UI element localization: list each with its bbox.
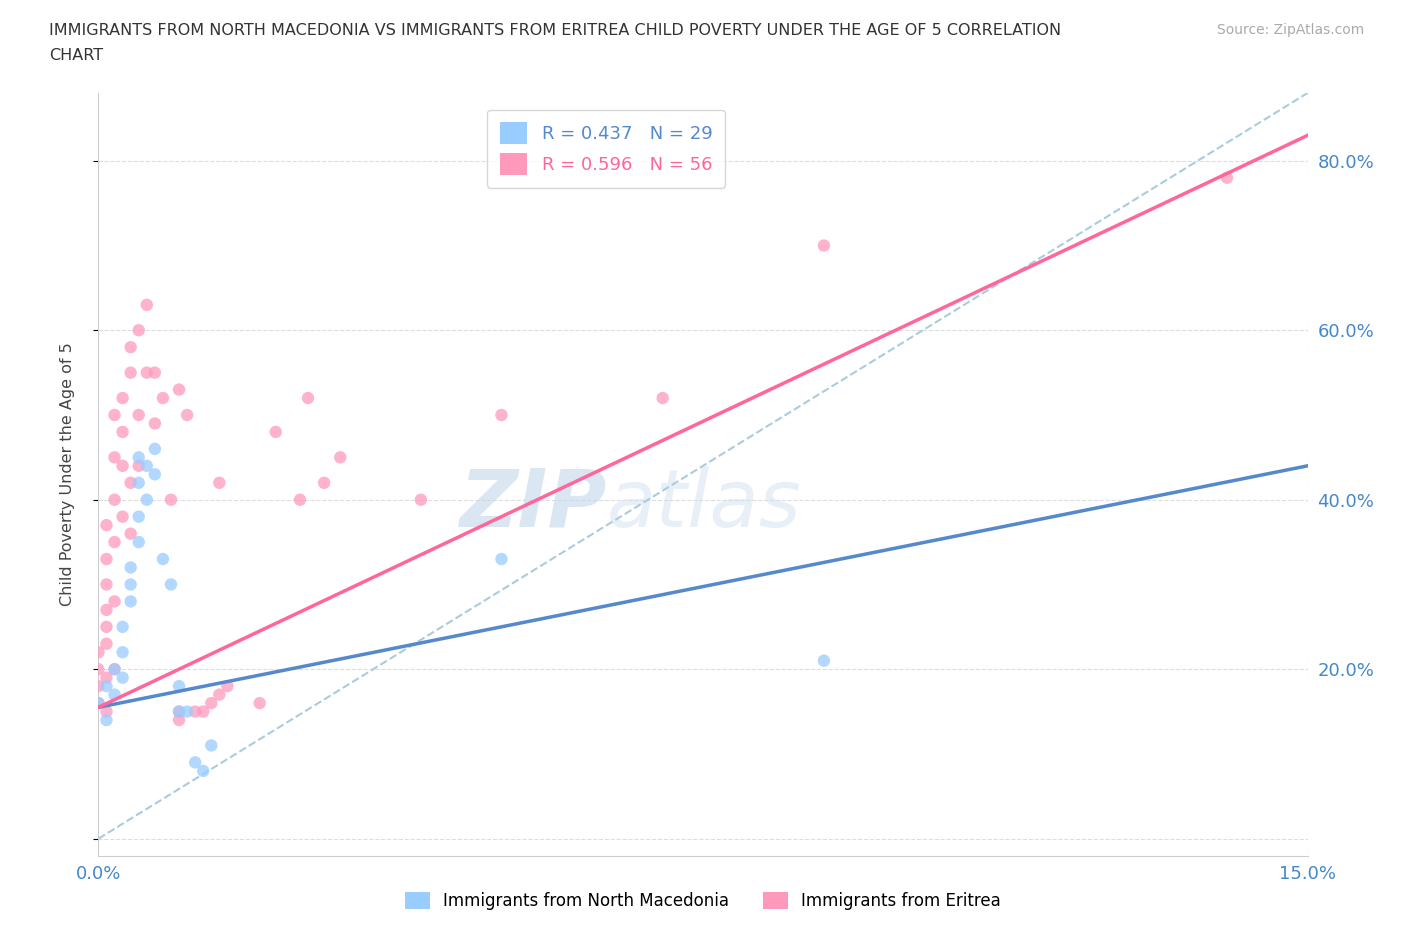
Point (120, 577, 142, 591)
Point (288, 492, 311, 507)
Point (111, 510, 134, 525)
Point (143, 467, 166, 482)
Point (167, 704, 190, 719)
Point (96, 671, 118, 685)
Point (160, 492, 183, 507)
Point (103, 407, 125, 422)
Point (208, 687, 231, 702)
Point (143, 365, 166, 380)
Point (249, 696, 271, 711)
Point (176, 407, 198, 422)
Point (120, 526, 142, 541)
Text: CHART: CHART (49, 48, 103, 63)
Text: IMMIGRANTS FROM NORTH MACEDONIA VS IMMIGRANTS FROM ERITREA CHILD POVERTY UNDER T: IMMIGRANTS FROM NORTH MACEDONIA VS IMMIG… (49, 23, 1062, 38)
Point (193, 704, 215, 719)
Point (111, 644, 134, 659)
Point (128, 475, 150, 490)
Point (128, 407, 150, 422)
Point (128, 450, 150, 465)
Text: ZIP: ZIP (458, 466, 606, 544)
Point (167, 679, 190, 694)
Point (103, 662, 125, 677)
Point (96, 577, 118, 591)
Point (103, 535, 125, 550)
Point (208, 475, 231, 490)
Point (167, 704, 190, 719)
Point (184, 704, 207, 719)
Legend: R = 0.437   N = 29, R = 0.596   N = 56: R = 0.437 N = 29, R = 0.596 N = 56 (488, 110, 725, 188)
Point (128, 510, 150, 525)
Point (167, 712, 190, 727)
Point (135, 365, 157, 380)
Point (184, 755, 207, 770)
Text: atlas: atlas (606, 466, 801, 544)
Point (152, 391, 174, 405)
Point (120, 339, 142, 354)
Point (193, 764, 215, 778)
Point (314, 475, 336, 490)
Point (96, 518, 118, 533)
Point (96, 712, 118, 727)
Point (87, 644, 110, 659)
Point (143, 416, 166, 431)
Point (329, 450, 352, 465)
Point (96, 551, 118, 566)
Point (111, 458, 134, 473)
Point (128, 458, 150, 473)
Point (1216, 170, 1239, 185)
Point (200, 738, 222, 753)
Point (409, 492, 432, 507)
Point (87, 696, 110, 711)
Point (160, 577, 183, 591)
Point (96, 619, 118, 634)
Point (87, 662, 110, 677)
Point (103, 594, 125, 609)
Point (200, 696, 222, 711)
Y-axis label: Child Poverty Under the Age of 5: Child Poverty Under the Age of 5 (60, 342, 75, 606)
Point (176, 704, 198, 719)
Point (651, 391, 673, 405)
Point (111, 671, 134, 685)
Point (491, 407, 513, 422)
Point (87, 679, 110, 694)
Point (87, 696, 110, 711)
Point (143, 442, 166, 457)
Point (120, 560, 142, 575)
Point (128, 323, 150, 338)
Point (297, 391, 319, 405)
Point (167, 382, 190, 397)
Point (96, 679, 118, 694)
Point (217, 679, 239, 694)
Point (128, 535, 150, 550)
Legend: Immigrants from North Macedonia, Immigrants from Eritrea: Immigrants from North Macedonia, Immigra… (398, 885, 1008, 917)
Point (103, 687, 125, 702)
Text: Source: ZipAtlas.com: Source: ZipAtlas.com (1216, 23, 1364, 37)
Point (111, 391, 134, 405)
Point (120, 594, 142, 609)
Point (103, 492, 125, 507)
Point (152, 551, 174, 566)
Point (813, 238, 835, 253)
Point (103, 662, 125, 677)
Point (135, 492, 157, 507)
Point (135, 458, 157, 473)
Point (111, 619, 134, 634)
Point (120, 365, 142, 380)
Point (103, 450, 125, 465)
Point (813, 653, 835, 668)
Point (264, 424, 287, 439)
Point (491, 551, 513, 566)
Point (96, 636, 118, 651)
Point (96, 704, 118, 719)
Point (120, 475, 142, 490)
Point (96, 603, 118, 618)
Point (135, 298, 157, 312)
Point (111, 424, 134, 439)
